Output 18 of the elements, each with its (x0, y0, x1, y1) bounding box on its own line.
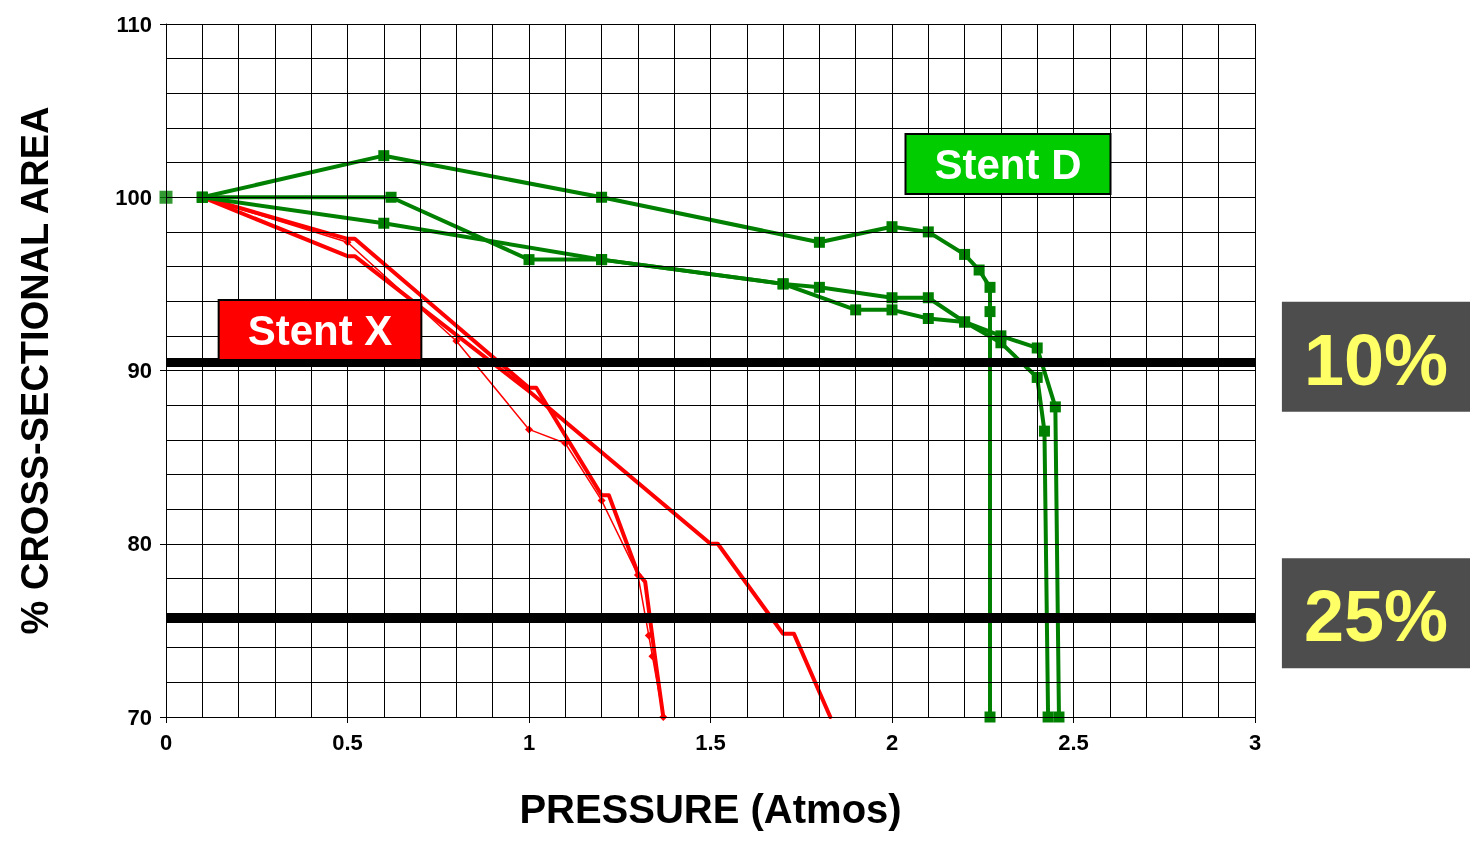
series-label: Stent D (934, 140, 1082, 188)
x-tick-label: 1 (522, 729, 536, 755)
series-label: Stent X (247, 306, 393, 354)
x-axis-title: PRESSURE (Atmos) (519, 787, 902, 831)
text: 25% (1303, 576, 1448, 657)
x-tick-label: 1.5 (695, 729, 726, 755)
x-tick-label: 3 (1248, 729, 1262, 755)
y-tick-label: 80 (127, 531, 152, 557)
y-tick-label: 90 (127, 358, 152, 383)
y-tick-label: 100 (115, 184, 152, 210)
x-tick-label: 2.5 (1058, 729, 1089, 755)
y-axis-title: % CROSS-SECTIONAL AREA (14, 106, 56, 635)
x-tick-label: 2 (885, 729, 899, 755)
x-tick-label: 0.5 (332, 729, 363, 755)
y-tick-label: 110 (116, 11, 152, 37)
y-tick-label: 70 (127, 704, 152, 730)
x-tick-label: 0 (159, 729, 173, 755)
text: 10% (1303, 319, 1448, 400)
